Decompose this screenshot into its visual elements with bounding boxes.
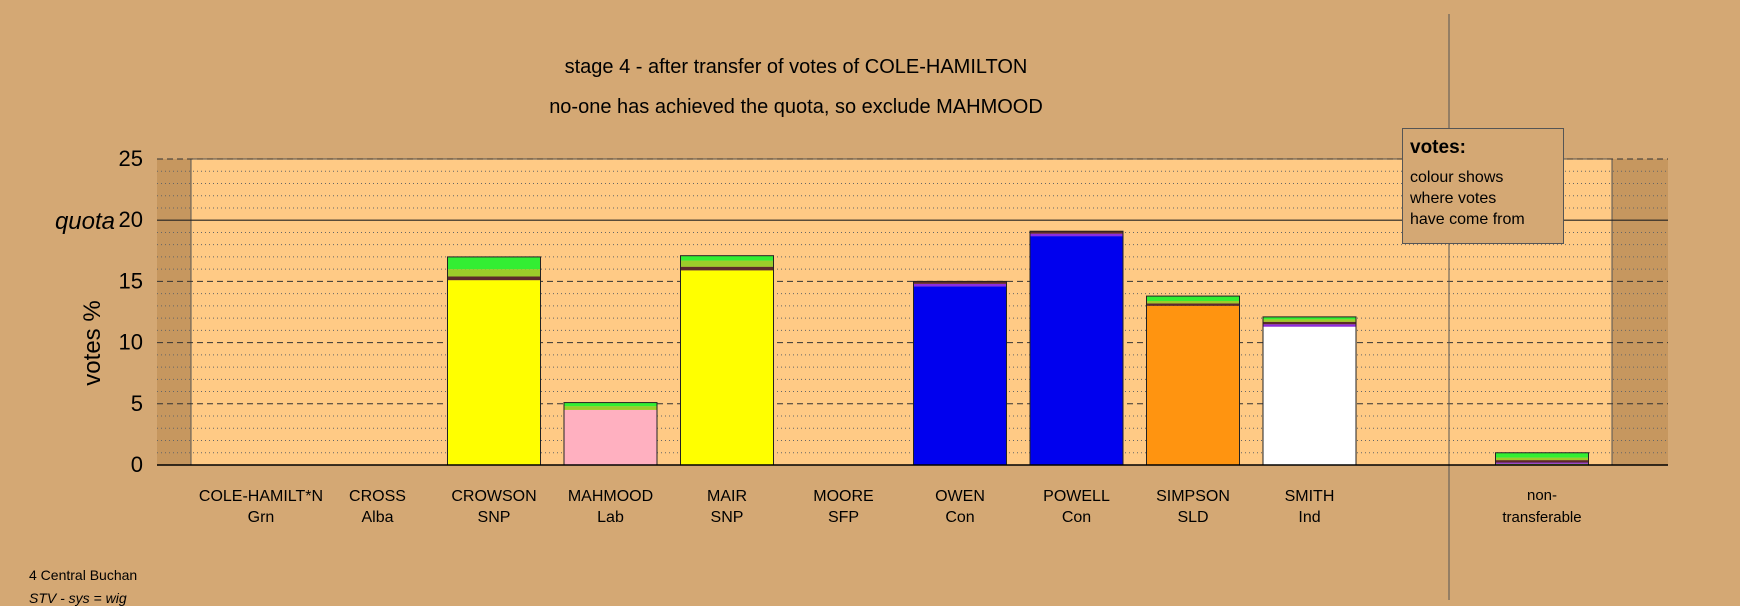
quota-label: quota — [55, 208, 115, 235]
y-tick-label: 20 — [119, 207, 143, 232]
candidate-name-label: OWEN — [935, 488, 985, 505]
bar-segment — [1495, 457, 1589, 461]
bar-segment — [680, 266, 774, 271]
candidate-party-label: Alba — [361, 509, 393, 526]
bar-smith — [1262, 316, 1357, 466]
bar-segment — [564, 406, 657, 410]
plot-area — [190, 158, 1613, 466]
bar-segment — [1146, 300, 1240, 304]
candidate-party-label: Con — [945, 509, 974, 526]
bar-powell — [1029, 230, 1124, 466]
candidate-name-label: POWELL — [1043, 488, 1110, 505]
bar-segment — [913, 286, 1007, 465]
bar-segment — [447, 280, 541, 465]
bar-nontransferable — [1495, 452, 1589, 466]
bar-segment — [447, 256, 541, 270]
bar-segment — [1030, 233, 1123, 237]
bar-segment — [564, 409, 657, 465]
candidate-name-label: MOORE — [813, 488, 873, 505]
legend-title: votes: — [1410, 137, 1466, 158]
y-tick-label: 10 — [119, 330, 143, 355]
bar-segment — [680, 255, 774, 261]
bar-segment — [1495, 452, 1589, 458]
bar-owen — [913, 280, 1007, 466]
candidate-name-label: SIMPSON — [1156, 488, 1230, 505]
candidate-party-label: SFP — [828, 509, 859, 526]
candidate-name-label: SMITH — [1285, 488, 1335, 505]
footer-system: STV - sys = wig — [29, 590, 127, 606]
candidate-name-label: CROWSON — [451, 488, 536, 505]
legend-line: have come from — [1410, 211, 1525, 228]
candidate-name-label: MAIR — [707, 488, 747, 505]
legend-line: where votes — [1410, 190, 1497, 207]
bar-simpson — [1146, 295, 1240, 466]
footer-constituency: 4 Central Buchan — [29, 567, 138, 583]
y-tick-label: 0 — [131, 452, 143, 477]
candidate-party-label: Con — [1062, 509, 1091, 526]
bar-segment — [1146, 303, 1240, 306]
candidate-party-label: Grn — [248, 509, 275, 526]
bar-segment — [1263, 326, 1356, 465]
bar-segment — [1146, 305, 1240, 465]
bar-mair — [680, 255, 774, 466]
bar-segment — [1495, 460, 1589, 463]
legend: votes: colour shows where votes have com… — [1402, 128, 1564, 244]
candidate-name-label: MAHMOOD — [568, 488, 653, 505]
nontransferable-label: non- — [1527, 487, 1557, 504]
bar-mahmood — [563, 402, 658, 466]
bar-segment — [447, 269, 541, 277]
chart-title: stage 4 - after transfer of votes of COL… — [565, 56, 1028, 78]
bar-segment — [564, 402, 657, 407]
candidate-party-label: Ind — [1298, 509, 1320, 526]
bar-segment — [447, 276, 541, 281]
bar-segment — [913, 283, 1007, 287]
candidate-party-label: SNP — [478, 509, 511, 526]
candidate-party-label: Lab — [597, 509, 624, 526]
candidate-party-label: SLD — [1177, 509, 1208, 526]
bar-segment — [1030, 231, 1123, 234]
y-tick-label: 25 — [119, 146, 143, 171]
bar-segment — [1030, 236, 1123, 465]
bar-segment — [1263, 324, 1356, 327]
candidate-party-label: SNP — [711, 509, 744, 526]
legend-line: colour shows — [1410, 169, 1504, 186]
chart-subtitle: no-one has achieved the quota, so exclud… — [549, 96, 1043, 118]
candidate-name-label: CROSS — [349, 488, 406, 505]
bar-segment — [680, 270, 774, 465]
bar-segment — [1263, 319, 1356, 322]
nontransferable-label: transferable — [1502, 509, 1581, 526]
candidate-name-label: COLE-HAMILT*N — [199, 488, 323, 505]
bar-segment — [1263, 321, 1356, 325]
bar-segment — [1146, 296, 1240, 301]
bar-segment — [913, 281, 1007, 284]
y-tick-label: 5 — [131, 391, 143, 416]
bar-segment — [680, 260, 774, 267]
y-tick-label: 15 — [119, 268, 143, 293]
bar-segment — [1495, 462, 1589, 464]
bar-crowson — [447, 256, 541, 466]
y-axis-label: votes % — [79, 300, 106, 385]
bar-segment — [1263, 316, 1356, 320]
